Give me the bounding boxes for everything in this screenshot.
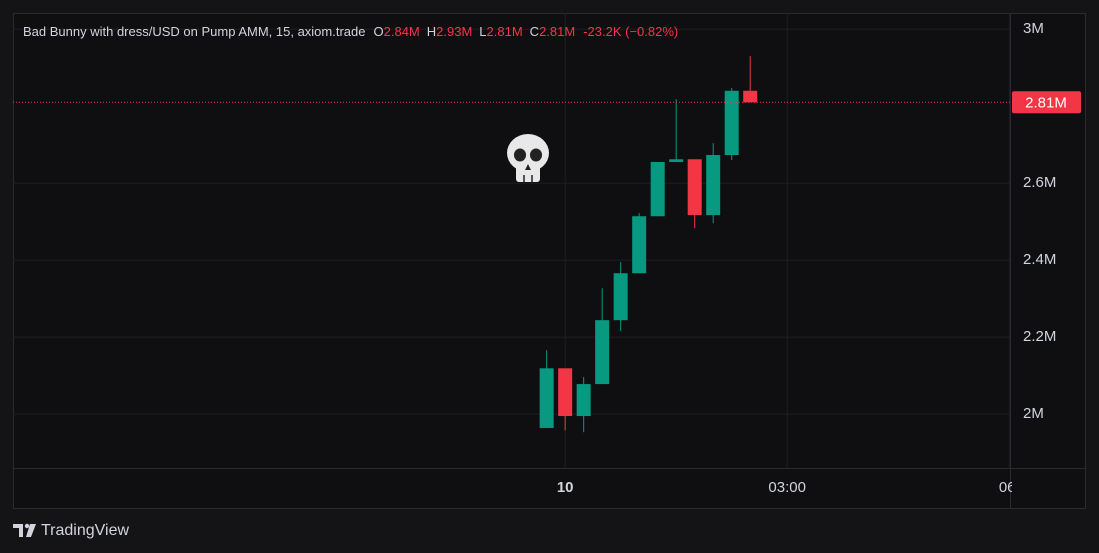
y-tick-label: 2M xyxy=(1023,405,1044,422)
last-price-label: 2.81M xyxy=(1025,94,1067,111)
candle-body xyxy=(650,161,665,217)
y-tick-label: 2.4M xyxy=(1023,251,1056,268)
candle-body xyxy=(576,384,591,417)
legend-value: 2.84M xyxy=(384,24,420,39)
branding: TradingView xyxy=(41,522,129,539)
candle-body xyxy=(724,90,739,156)
candle-body xyxy=(613,273,628,321)
candle-body xyxy=(743,90,758,103)
candle-body xyxy=(539,368,554,428)
chart-panel xyxy=(13,13,1086,509)
y-tick-label: 2.2M xyxy=(1023,328,1056,345)
legend-key: H xyxy=(427,24,436,39)
y-tick-label: 2.6M xyxy=(1023,174,1056,191)
legend-key: L xyxy=(479,24,486,39)
candle-body xyxy=(595,320,610,385)
legend-value: 2.81M xyxy=(487,24,523,39)
candle-body xyxy=(558,368,573,417)
legend-value: 2.81M xyxy=(539,24,575,39)
last-price-badge xyxy=(1012,91,1081,114)
axes: 10 03:00 06: 2M 2.2M 2.4M 2.6M 3M 2.81M xyxy=(557,20,1081,496)
legend-key: C xyxy=(530,24,539,39)
chart-title: Bad Bunny with dress/USD on Pump AMM, 15… xyxy=(23,24,366,39)
candle-body xyxy=(706,155,721,216)
candle-body xyxy=(687,159,702,216)
legend-key: O xyxy=(374,24,384,39)
candle-body xyxy=(632,216,647,274)
tradingview-logo xyxy=(13,523,36,537)
x-tick-label: 03:00 xyxy=(768,479,806,496)
grid xyxy=(13,13,1010,468)
skull-icon xyxy=(507,134,549,182)
legend: Bad Bunny with dress/USD on Pump AMM, 15… xyxy=(23,24,678,39)
legend-value: 2.93M xyxy=(436,24,472,39)
plot xyxy=(13,56,1010,433)
candle-body xyxy=(669,159,684,162)
y-tick-label: 3M xyxy=(1023,20,1044,37)
x-axis: 10 03:00 06: xyxy=(557,479,1020,496)
x-tick-label: 10 xyxy=(557,479,574,496)
legend-change: -23.2K (−0.82%) xyxy=(583,24,678,39)
x-tick-label: 06: xyxy=(999,479,1020,496)
